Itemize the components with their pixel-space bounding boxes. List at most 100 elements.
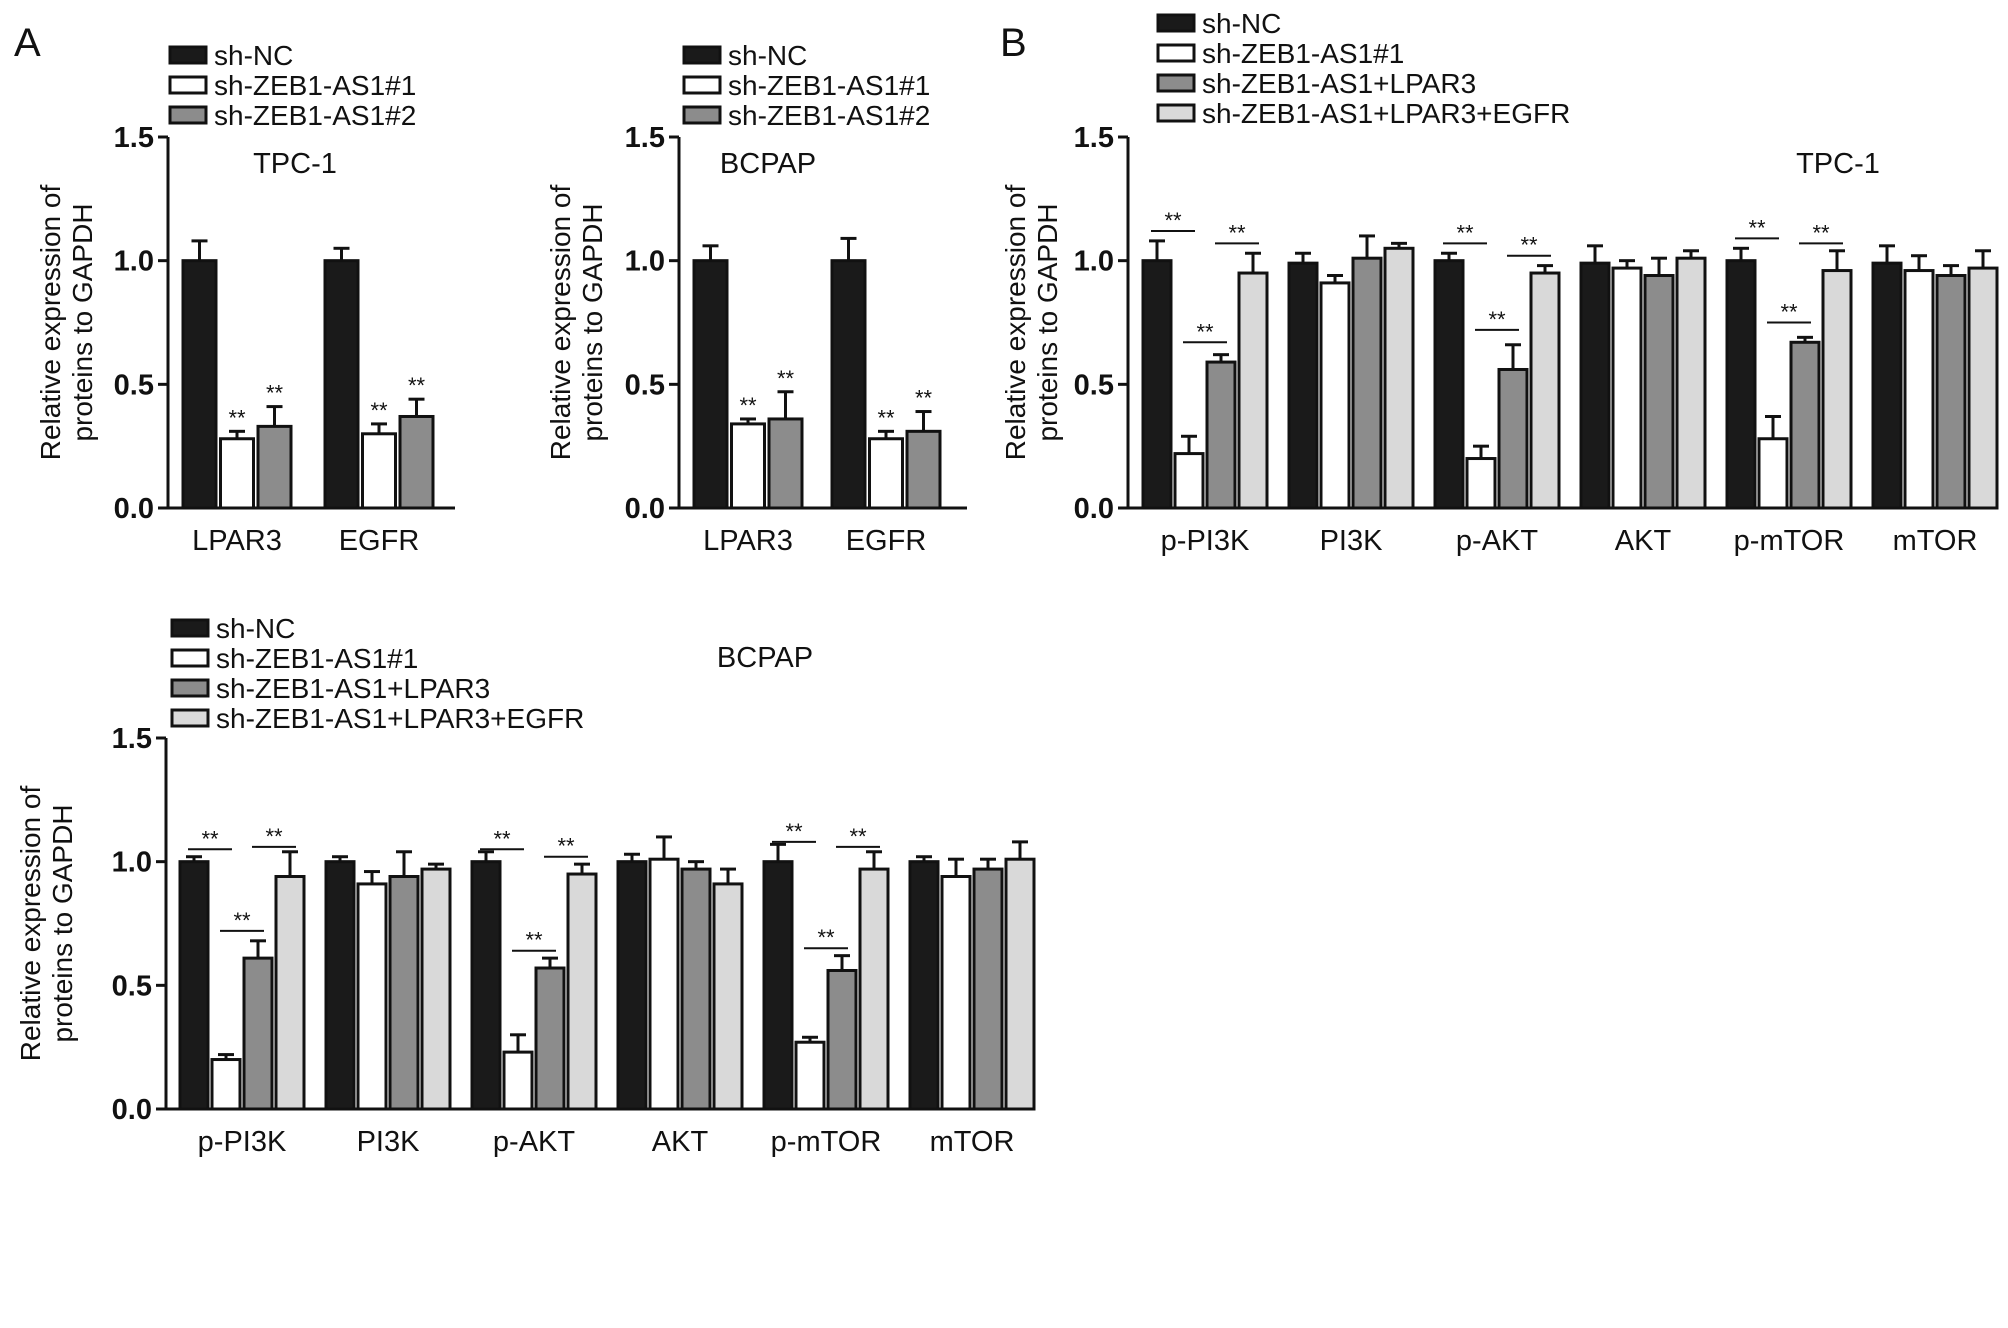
legend-label: sh-ZEB1-AS1+LPAR3+EGFR [216,703,584,734]
bar-sh-nc-p-pi3k [178,860,210,1111]
bar-sh-zeb1-as1-1-mtor [1903,269,1935,510]
bar-sh-nc-egfr [323,259,360,510]
bar-sh-zeb1-as1-lpar3-p-mtor [826,968,858,1111]
significance-label: ** [1520,233,1538,258]
chart-title: TPC-1 [253,148,337,180]
bar-sh-zeb1-as1-1-egfr [868,437,904,510]
legend-swatch [1156,73,1196,93]
bar-sh-zeb1-as1-lpar3-egfr-p-pi3k [274,875,306,1111]
significance-label: ** [266,381,284,406]
x-tick-label: p-mTOR [771,1126,882,1158]
significance-label: ** [817,925,835,950]
legend-label: sh-ZEB1-AS1#1 [1202,38,1404,69]
bar-sh-zeb1-as1-lpar3-pi3k [1351,256,1383,510]
significance-label: ** [1228,220,1246,245]
legend-label: sh-ZEB1-AS1#1 [728,70,930,101]
significance-label: ** [1488,307,1506,332]
legend-swatch [1156,103,1196,123]
x-tick-label: LPAR3 [192,525,282,557]
bar-sh-zeb1-as1-lpar3-egfr-pi3k [420,867,452,1111]
chart-title: TPC-1 [1796,148,1880,180]
x-tick-label: AKT [1615,525,1672,557]
legend-label: sh-NC [214,40,293,71]
significance-label: ** [228,405,246,430]
y-axis-label-line-1: Relative expression of [15,786,46,1062]
bar-sh-zeb1-as1-1-lpar3 [730,422,766,510]
significance-label: ** [525,928,543,953]
bar-sh-nc-p-akt [470,860,502,1111]
bar-sh-zeb1-as1-lpar3-egfr-mtor [1967,266,1999,510]
y-axis-label: Relative expression of proteins to GAPDH [35,185,98,461]
bar-sh-zeb1-as1-1-p-mtor [1757,437,1789,510]
y-tick-label: 1.5 [1074,122,1114,154]
bar-sh-zeb1-as1-lpar3-mtor [972,867,1004,1111]
y-axis-label: Relative expression of proteins to GAPDH [545,185,608,461]
bar-sh-nc-lpar3 [692,259,729,510]
bar-sh-zeb1-as1-2-lpar3 [767,417,804,510]
y-tick-label: 1.0 [1074,246,1114,278]
bar-sh-nc-p-mtor [1725,259,1757,510]
y-axis-label-line-2: proteins to GAPDH [67,203,98,441]
bar-sh-nc-mtor [1871,261,1903,510]
legend-label: sh-ZEB1-AS1+LPAR3+EGFR [1202,98,1570,129]
x-tick-label: p-mTOR [1734,525,1845,557]
legend-label: sh-ZEB1-AS1#1 [216,643,418,674]
legend-swatch [1156,43,1196,63]
bar-sh-zeb1-as1-2-lpar3 [256,424,293,510]
y-axis-label-line-2: proteins to GAPDH [1032,203,1063,441]
legend-label: sh-ZEB1-AS1+LPAR3 [216,673,490,704]
bar-sh-zeb1-as1-lpar3-egfr-p-akt [1529,271,1561,510]
y-axis-label: Relative expression of proteins to GAPDH [15,786,78,1062]
bar-sh-nc-akt [616,860,648,1111]
bar-sh-zeb1-as1-lpar3-p-akt [1497,367,1529,510]
y-tick-label: 1.0 [114,246,154,278]
y-axis-label: Relative expression of proteins to GAPDH [1000,185,1063,461]
bar-sh-zeb1-as1-1-p-akt [502,1050,534,1111]
x-tick-label: p-PI3K [198,1126,287,1158]
x-tick-label: EGFR [339,525,420,557]
legend-label: sh-ZEB1-AS1+LPAR3 [1202,68,1476,99]
significance-label: ** [777,366,795,391]
bar-sh-nc-akt [1579,261,1611,510]
legend-label: sh-NC [216,613,295,644]
significance-label: ** [877,405,895,430]
bar-sh-zeb1-as1-lpar3-egfr-p-mtor [1821,269,1853,510]
panel-letter-a: A [14,21,41,65]
bar-sh-zeb1-as1-1-p-pi3k [210,1058,242,1111]
bar-sh-zeb1-as1-lpar3-egfr-p-mtor [858,867,890,1111]
y-axis-label-line-1: Relative expression of [35,185,66,461]
significance-label: ** [1812,220,1830,245]
legend-swatch [168,45,208,65]
x-tick-label: p-PI3K [1161,525,1250,557]
bar-sh-zeb1-as1-1-p-akt [1465,457,1497,510]
x-tick-label: p-AKT [1456,525,1538,557]
y-tick-label: 1.0 [625,246,665,278]
legend-label: sh-ZEB1-AS1#1 [214,70,416,101]
significance-label: ** [370,398,388,423]
significance-label: ** [915,386,933,411]
bar-sh-nc-lpar3 [181,259,218,510]
bar-sh-zeb1-as1-1-pi3k [356,882,388,1111]
bar-sh-nc-mtor [908,860,940,1111]
significance-label: ** [408,373,426,398]
x-tick-label: LPAR3 [703,525,793,557]
significance-label: ** [785,819,803,844]
legend-label: sh-NC [1202,8,1281,39]
bar-sh-zeb1-as1-lpar3-akt [1643,274,1675,510]
chart-bcpap-pathway: 0.0 0.5 1.0 1.5 Relative expression of protei… [15,613,1036,1158]
bar-sh-zeb1-as1-lpar3-egfr-p-akt [566,872,598,1111]
bar-sh-zeb1-as1-lpar3-egfr-pi3k [1383,246,1415,510]
legend-swatch [168,75,208,95]
bar-sh-zeb1-as1-lpar3-egfr-p-pi3k [1237,271,1269,510]
significance-label: ** [1456,220,1474,245]
y-tick-label: 0.0 [114,493,154,525]
bar-sh-nc-p-mtor [762,860,794,1111]
significance-label: ** [849,824,867,849]
x-tick-label: AKT [652,1126,709,1158]
y-axis-label-line-1: Relative expression of [545,185,576,461]
legend-label: sh-ZEB1-AS1#2 [214,100,416,131]
y-tick-label: 1.5 [625,122,665,154]
legend-swatch [682,105,722,125]
y-axis-label-line-2: proteins to GAPDH [577,203,608,441]
